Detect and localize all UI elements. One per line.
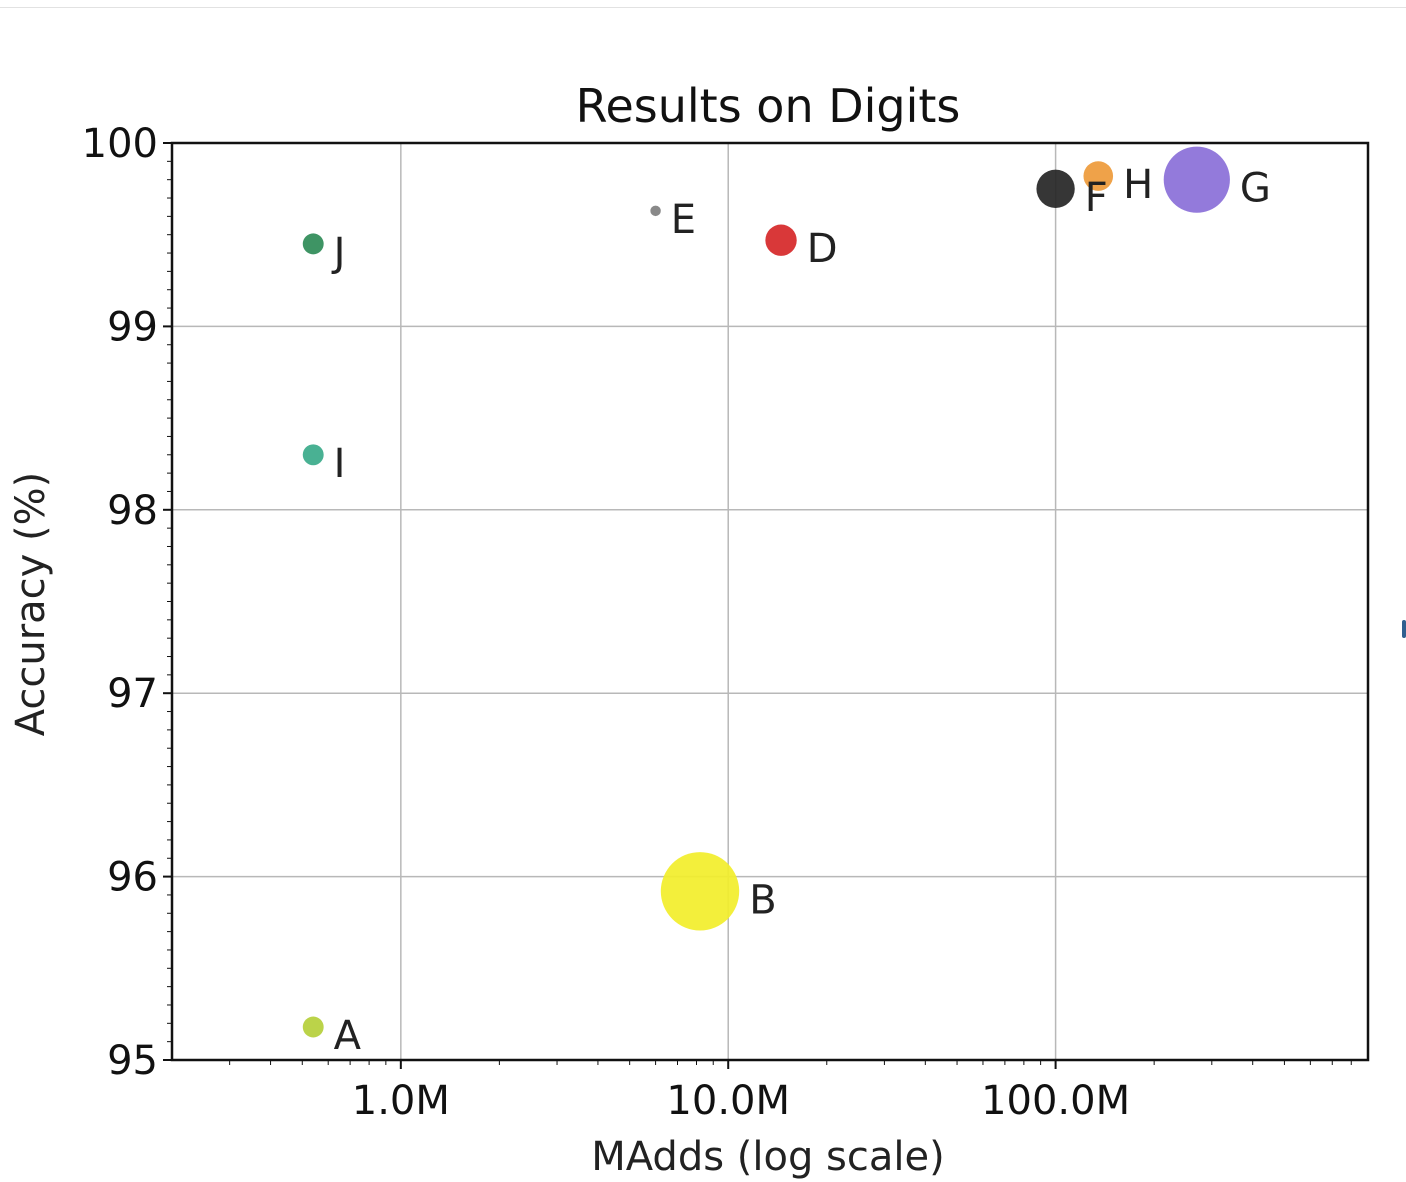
- y-tick-label: 96: [107, 855, 158, 901]
- y-tick-label: 98: [107, 488, 158, 534]
- y-tick-label: 100: [82, 121, 158, 167]
- point-label-d: D: [807, 226, 838, 272]
- data-points: A B D E F G H I J: [302, 146, 1271, 1059]
- point-a: [302, 1016, 324, 1038]
- point-d: [765, 224, 797, 256]
- point-i: [302, 444, 324, 466]
- point-label-f: F: [1085, 175, 1108, 221]
- y-axis-label: Accuracy (%): [8, 472, 54, 737]
- point-label-i: I: [334, 441, 346, 487]
- y-tick-label: 99: [107, 304, 158, 350]
- point-g: [1163, 146, 1230, 213]
- x-tick-label: 100.0M: [981, 1078, 1130, 1124]
- axis-ticks: 95 96 97 98 99 100 1.0M 10.0M 100.0M: [82, 121, 1352, 1124]
- point-f: [1036, 169, 1075, 209]
- chart-title: Results on Digits: [576, 79, 961, 133]
- point-e: [650, 205, 661, 217]
- point-h: [1083, 161, 1114, 191]
- x-tick-label: 10.0M: [666, 1078, 790, 1124]
- x-axis-label: MAdds (log scale): [591, 1134, 944, 1180]
- top-divider: [0, 7, 1406, 8]
- x-tick-label: 1.0M: [352, 1078, 450, 1124]
- point-label-a: A: [334, 1013, 362, 1059]
- y-tick-label: 95: [107, 1038, 158, 1084]
- point-label-j: J: [331, 230, 346, 276]
- point-label-h: H: [1123, 162, 1153, 208]
- y-tick-label: 97: [107, 671, 158, 717]
- plot-frame: [170, 141, 1370, 1062]
- point-j: [302, 233, 324, 255]
- point-label-g: G: [1240, 166, 1271, 212]
- point-label-e: E: [671, 197, 696, 243]
- edge-scroll-marker: [1402, 620, 1406, 638]
- point-b: [660, 852, 740, 931]
- point-label-b: B: [749, 877, 776, 923]
